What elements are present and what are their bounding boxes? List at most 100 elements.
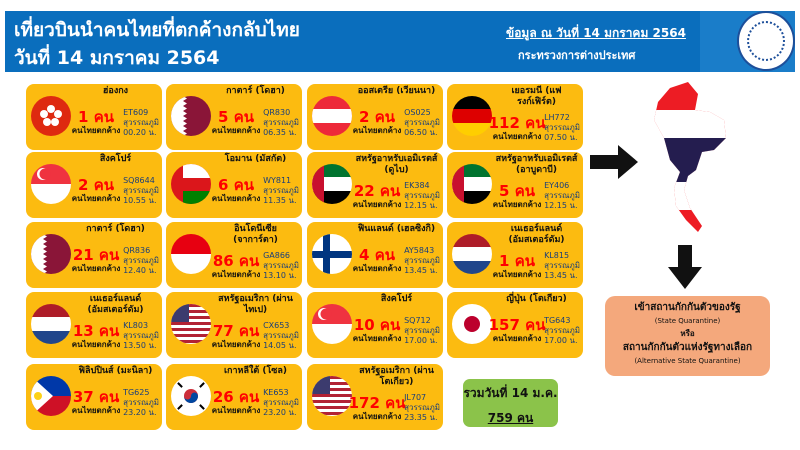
count-block: 13 คน คนไทยตกค้าง bbox=[72, 321, 121, 350]
singapore-flag-icon bbox=[31, 164, 71, 204]
destination-name: กาตาร์ (โดฮา) bbox=[86, 224, 145, 234]
flight-number: GA866 bbox=[263, 251, 291, 260]
destination-name: สิงคโปร์ bbox=[380, 294, 413, 304]
card-body: กาตาร์ (โดฮา) 5 คน คนไทยตกค้าง QR830 สุวรรณภ… bbox=[212, 86, 299, 148]
netherlands-flag-icon bbox=[452, 234, 492, 274]
usa-flag-icon bbox=[171, 304, 211, 344]
card-body: เยอรมนี (แฟรงก์เฟิร์ต) 112 คน คนไทยตกค้าง L… bbox=[489, 86, 580, 148]
destination-name: สหรัฐอาหรับเอมิเรตส์ (ดูไบ) bbox=[355, 154, 438, 175]
card-details: 37 คน คนไทยตกค้าง TG625 สุวรรณภูมิ 23.20 น. bbox=[72, 377, 159, 428]
thailand-map-flag-icon bbox=[654, 82, 726, 232]
passenger-count: 4 คน bbox=[359, 246, 395, 264]
alt-quarantine-en: (Alternative State Quarantine) bbox=[634, 357, 741, 365]
flight-info: EK384 สุวรรณภูมิ 12.15 น. bbox=[404, 181, 440, 211]
arrival-time: 13.45 น. bbox=[404, 265, 438, 275]
card-body: สิงคโปร์ 2 คน คนไทยตกค้าง SQ8644 สุวรรณภูมิ 1… bbox=[72, 154, 159, 216]
flight-card: ฟิลิปปินส์ (มะนิลา) 37 คน คนไทยตกค้าง TG625… bbox=[26, 364, 162, 430]
passenger-count: 2 คน bbox=[359, 108, 395, 126]
count-block: 172 คน คนไทยตกค้าง bbox=[349, 394, 406, 422]
airport-name: สุวรรณภูมิ bbox=[123, 185, 159, 195]
flight-number: QR836 bbox=[123, 245, 151, 255]
passenger-count: 5 คน bbox=[499, 181, 535, 200]
stranded-thais-label: คนไทยตกค้าง bbox=[492, 334, 542, 343]
destination-name: สิงคโปร์ bbox=[99, 154, 132, 164]
stranded-thais-label: คนไทยตกค้าง bbox=[211, 406, 261, 415]
flight-info: ET609 สุวรรณภูมิ 00.20 น. bbox=[123, 108, 159, 138]
flight-card: ญี่ปุ่น (โตเกียว) 157 คน คนไทยตกค้าง TG643 ส… bbox=[447, 292, 583, 358]
destination-name: เนเธอร์แลนด์ (อัมสเตอร์ดัม) bbox=[508, 224, 565, 245]
or-label: หรือ bbox=[680, 329, 695, 338]
destination-name: โอมาน (มัสกัต) bbox=[224, 154, 287, 164]
count-block: 77 คน คนไทยตกค้าง bbox=[212, 322, 261, 350]
passenger-count: 37 คน bbox=[72, 388, 120, 406]
flight-info: QR836 สุวรรณภูมิ 12.40 น. bbox=[123, 246, 159, 276]
card-body: เกาหลีใต้ (โซล) 26 คน คนไทยตกค้าง KE653 สุวร… bbox=[212, 366, 299, 428]
passenger-count: 157 คน bbox=[488, 316, 546, 334]
airport-name: สุวรรณภูมิ bbox=[404, 255, 440, 265]
destination-name: สหรัฐอาหรับเอมิเรตส์ (อาบูดาบี) bbox=[495, 154, 578, 175]
card-body: โอมาน (มัสกัต) 6 คน คนไทยตกค้าง WY811 สุวรรณ… bbox=[212, 154, 299, 216]
airport-name: สุวรรณภูมิ bbox=[404, 325, 440, 335]
indonesia-flag-icon bbox=[171, 234, 211, 274]
count-block: 10 คน คนไทยตกค้าง bbox=[353, 317, 402, 344]
destination-name: สหรัฐอเมริกา (ผ่านโตเกียว) bbox=[359, 366, 434, 387]
flight-card: เนเธอร์แลนด์ (อัมสเตอร์ดัม) 1 คน คนไทยตกค้… bbox=[447, 222, 583, 288]
count-block: 2 คน คนไทยตกค้าง bbox=[353, 108, 402, 136]
flight-card: สหรัฐอาหรับเอมิเรตส์ (ดูไบ) 22 คน คนไทยตกค… bbox=[307, 152, 443, 218]
stranded-thais-label: คนไทยตกค้าง bbox=[352, 264, 402, 273]
card-details: 77 คน คนไทยตกค้าง CX653 สุวรรณภูมิ 14.05 น. bbox=[212, 316, 299, 356]
flight-info: TG643 สุวรรณภูมิ 17.00 น. bbox=[544, 316, 580, 346]
arrival-time: 23.20 น. bbox=[263, 407, 297, 417]
total-box: รวมวันที่ 14 ม.ค. 759 คน bbox=[463, 379, 558, 427]
card-body: กาตาร์ (โดฮา) 21 คน คนไทยตกค้าง QR836 สุวรรณ… bbox=[72, 224, 159, 286]
flight-card: เกาหลีใต้ (โซล) 26 คน คนไทยตกค้าง KE653 สุวร… bbox=[166, 364, 302, 430]
card-details: 10 คน คนไทยตกค้าง SQ712 สุวรรณภูมิ 17.00 น. bbox=[353, 305, 440, 356]
airport-name: สุวรรณภูมิ bbox=[544, 191, 580, 200]
ministry-name: กระทรวงการต่างประเทศ bbox=[518, 49, 636, 62]
arrival-time: 11.35 น. bbox=[263, 195, 297, 205]
passenger-count: 112 คน bbox=[488, 113, 546, 132]
flight-info: EY406 สุวรรณภูมิ 12.15 น. bbox=[544, 181, 580, 211]
flight-number: QR830 bbox=[263, 107, 291, 117]
data-as-of: ข้อมูล ณ วันที่ 14 มกราคม 2564 bbox=[506, 26, 686, 40]
passenger-count: 172 คน bbox=[348, 393, 406, 412]
card-details: 21 คน คนไทยตกค้าง QR836 สุวรรณภูมิ 12.40 น. bbox=[72, 235, 159, 286]
count-block: 37 คน คนไทยตกค้าง bbox=[72, 388, 121, 416]
arrow-right-icon bbox=[590, 145, 638, 179]
airport-name: สุวรรณภูมิ bbox=[544, 325, 580, 335]
page-title: เที่ยวบินนำคนไทยที่ตกค้างกลับไทย bbox=[14, 19, 300, 41]
card-body: อินโดนีเซีย (จาการ์ตา) 86 คน คนไทยตกค้าง GA… bbox=[212, 224, 299, 286]
card-details: 22 คน คนไทยตกค้าง EK384 สุวรรณภูมิ 12.15 น. bbox=[353, 176, 440, 216]
arrival-time: 13.10 น. bbox=[263, 271, 297, 280]
flight-info: QR830 สุวรรณภูมิ 06.35 น. bbox=[263, 108, 299, 138]
card-body: ญี่ปุ่น (โตเกียว) 157 คน คนไทยตกค้าง TG643 ส… bbox=[489, 294, 580, 356]
flight-card: เนเธอร์แลนด์ (อัมสเตอร์ดัม) 13 คน คนไทยตกค… bbox=[26, 292, 162, 358]
card-body: ฟิลิปปินส์ (มะนิลา) 37 คน คนไทยตกค้าง TG625… bbox=[72, 366, 159, 428]
stranded-thais-label: คนไทยตกค้าง bbox=[71, 194, 121, 203]
flight-info: JL707 สุวรรณภูมิ 23.35 น. bbox=[404, 393, 440, 423]
arrival-time: 06.50 น. bbox=[404, 127, 438, 137]
card-body: สหรัฐอเมริกา (ผ่านไทเป) 77 คน คนไทยตกค้าง C… bbox=[212, 294, 299, 356]
flight-number: OS025 bbox=[404, 107, 431, 117]
passenger-count: 13 คน bbox=[72, 321, 120, 340]
card-body: สิงคโปร์ 10 คน คนไทยตกค้าง SQ712 สุวรรณภูมิ 1… bbox=[353, 294, 440, 356]
airport-name: สุวรรณภูมิ bbox=[263, 261, 299, 270]
destination-name: ฟินแลนด์ (เฮลซิงกิ) bbox=[357, 224, 436, 234]
airport-name: สุวรรณภูมิ bbox=[404, 403, 440, 412]
flight-card: อินโดนีเซีย (จาการ์ตา) 86 คน คนไทยตกค้าง GA… bbox=[166, 222, 302, 288]
flight-info: AY5843 สุวรรณภูมิ 13.45 น. bbox=[404, 246, 440, 276]
flight-card: สิงคโปร์ 10 คน คนไทยตกค้าง SQ712 สุวรรณภูมิ 1… bbox=[307, 292, 443, 358]
card-body: ฟินแลนด์ (เฮลซิงกิ) 4 คน คนไทยตกค้าง AY5843… bbox=[353, 224, 440, 286]
flight-number: EY406 bbox=[544, 181, 570, 190]
arrival-time: 13.50 น. bbox=[123, 341, 157, 350]
oman-flag-icon bbox=[171, 164, 211, 204]
arrival-time: 14.05 น. bbox=[263, 341, 297, 350]
arrival-time: 12.15 น. bbox=[544, 201, 578, 210]
card-details: 4 คน คนไทยตกค้าง AY5843 สุวรรณภูมิ 13.45 น. bbox=[353, 235, 440, 286]
count-block: 22 คน คนไทยตกค้าง bbox=[353, 182, 402, 210]
arrow-down-icon bbox=[668, 245, 702, 289]
flight-info: LH772 สุวรรณภูมิ 07.50 น. bbox=[544, 113, 580, 143]
count-block: 26 คน คนไทยตกค้าง bbox=[211, 389, 261, 416]
card-details: 86 คน คนไทยตกค้าง GA866 สุวรรณภูมิ 13.10 น. bbox=[212, 246, 299, 286]
airport-name: สุวรรณภูมิ bbox=[404, 191, 440, 200]
